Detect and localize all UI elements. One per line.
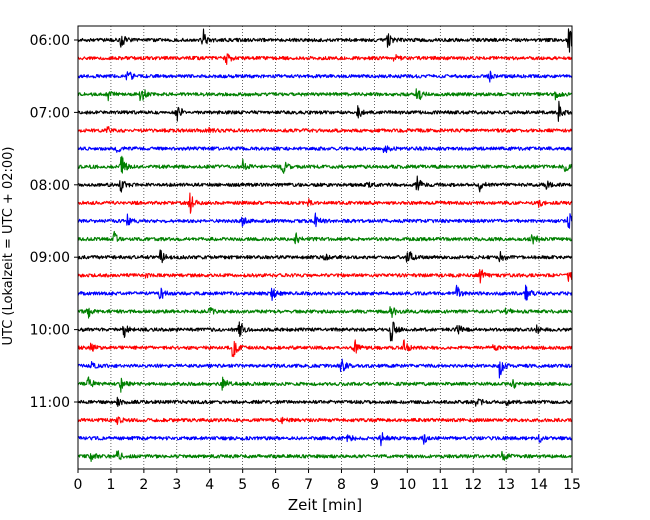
trace-line [77,321,573,342]
trace-line [77,70,573,83]
trace-line [77,450,573,463]
trace-line [77,339,573,358]
trace-line [77,432,573,447]
x-tick-label: 7 [304,477,313,493]
trace-line [77,268,573,284]
trace-line [77,192,573,214]
trace-line [77,28,573,53]
trace-group [77,28,573,463]
x-tick-label: 1 [106,477,115,493]
trace-line [77,376,573,393]
y-tick-label: 07:00 [30,105,70,121]
plot-frame [77,25,573,470]
trace-line [77,126,573,134]
trace-line [77,175,573,193]
trace-line [77,306,573,319]
y-axis: 06:00 07:00 08:00 09:00 10:00 11:00 [30,33,78,411]
trace-line [77,212,573,229]
y-tick-label: 09:00 [30,250,70,266]
x-tick-label: 5 [238,477,247,493]
x-tick-label: 2 [139,477,148,493]
grid-lines [110,26,540,469]
trace-line [77,249,573,264]
x-tick-label: 6 [271,477,280,493]
trace-line [77,145,573,154]
y-tick-label: 10:00 [30,323,70,339]
trace-line [77,230,573,245]
x-tick-label: 8 [337,477,346,493]
trace-line [77,100,573,122]
trace-line [77,416,573,426]
trace-line [77,396,573,407]
trace-line [77,284,573,301]
y-axis-title: UTC (Lokalzeit = UTC + 02:00) [1,147,16,346]
trace-line [77,88,573,102]
y-tick-label: 11:00 [30,395,70,411]
x-axis: 0 1 2 3 4 5 6 7 8 9 10 11 12 13 14 15 [74,469,581,493]
x-tick-label: 12 [464,477,482,493]
y-tick-label: 08:00 [30,178,70,194]
x-tick-label: 15 [563,477,581,493]
x-tick-label: 3 [172,477,181,493]
x-tick-label: 13 [497,477,515,493]
x-tick-label: 9 [370,477,379,493]
trace-line [77,53,573,65]
y-tick-label: 06:00 [30,33,70,49]
x-axis-title: Zeit [min] [288,496,362,514]
trace-line [77,358,573,379]
x-tick-label: 11 [431,477,449,493]
x-tick-label: 14 [530,477,548,493]
x-tick-label: 0 [74,477,83,493]
x-tick-label: 10 [398,477,416,493]
x-tick-label: 4 [205,477,214,493]
trace-line [77,155,573,174]
